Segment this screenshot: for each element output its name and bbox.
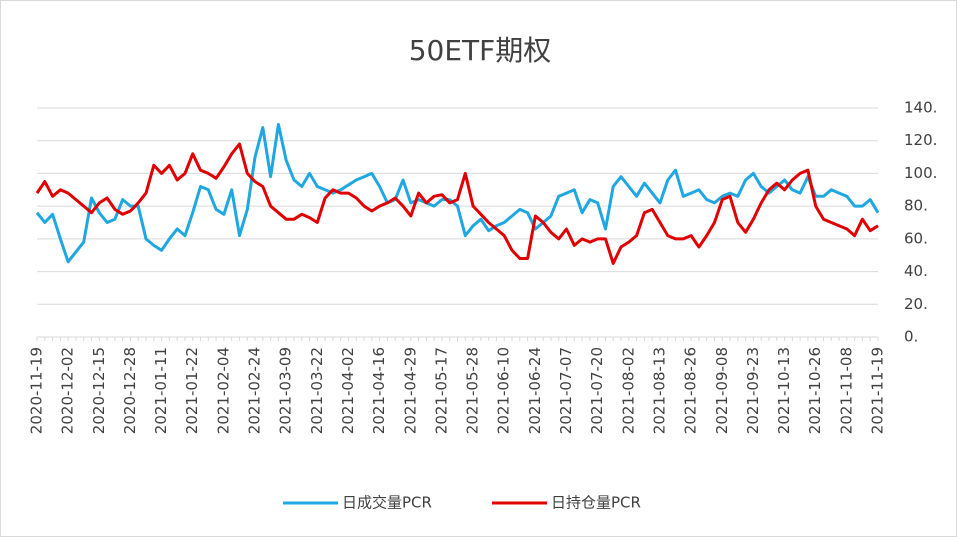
y-tick-label: 140. [904,99,937,117]
x-tick-label: 2021-11-19 [869,347,887,434]
chart-title: 50ETF期权 [409,34,552,67]
y-tick-label: 60. [904,229,928,247]
series-line [35,122,880,264]
x-tick-label: 2021-06-24 [526,347,544,434]
y-tick-label: 20. [904,295,928,313]
x-tick-label: 2021-01-22 [183,347,201,434]
y-tick-label: 100. [904,164,937,182]
x-tick-label: 2021-10-13 [775,347,793,434]
legend-label: 日持仓量PCR [551,494,641,512]
x-tick-label: 2021-10-26 [806,347,824,434]
series-line [35,142,879,265]
x-tick-label: 2020-12-02 [59,347,77,434]
x-tick-label: 2021-08-13 [650,347,668,434]
x-tick-label: 2021-09-08 [713,347,731,434]
x-tick-label: 2020-12-28 [121,347,139,434]
x-tick-label: 2021-04-29 [401,347,419,434]
y-tick-label: 40. [904,262,928,280]
x-tick-label: 2020-11-19 [28,347,46,434]
x-tick-label: 2021-05-17 [432,347,450,434]
y-tick-label: 80. [904,197,928,215]
x-tick-label: 2021-11-08 [837,347,855,434]
x-tick-label: 2021-03-22 [308,347,326,434]
x-tick-label: 2021-07-20 [588,347,606,434]
legend-label: 日成交量PCR [342,494,432,512]
x-tick-label: 2021-09-23 [744,347,762,434]
x-tick-label: 2021-01-11 [152,347,170,434]
y-tick-label: 0. [904,328,918,346]
x-tick-label: 2021-03-09 [277,347,295,434]
x-tick-label: 2021-04-16 [370,347,388,434]
x-tick-label: 2021-06-10 [495,347,513,434]
x-tick-label: 2021-08-26 [682,347,700,434]
x-tick-label: 2021-02-04 [214,347,232,434]
x-tick-label: 2021-07-07 [557,347,575,434]
x-tick-label: 2021-02-24 [246,347,264,434]
x-tick-label: 2021-05-28 [464,347,482,434]
x-tick-label: 2020-12-15 [90,347,108,434]
x-tick-label: 2021-04-02 [339,347,357,434]
y-tick-label: 120. [904,131,937,149]
x-tick-label: 2021-08-02 [619,347,637,434]
